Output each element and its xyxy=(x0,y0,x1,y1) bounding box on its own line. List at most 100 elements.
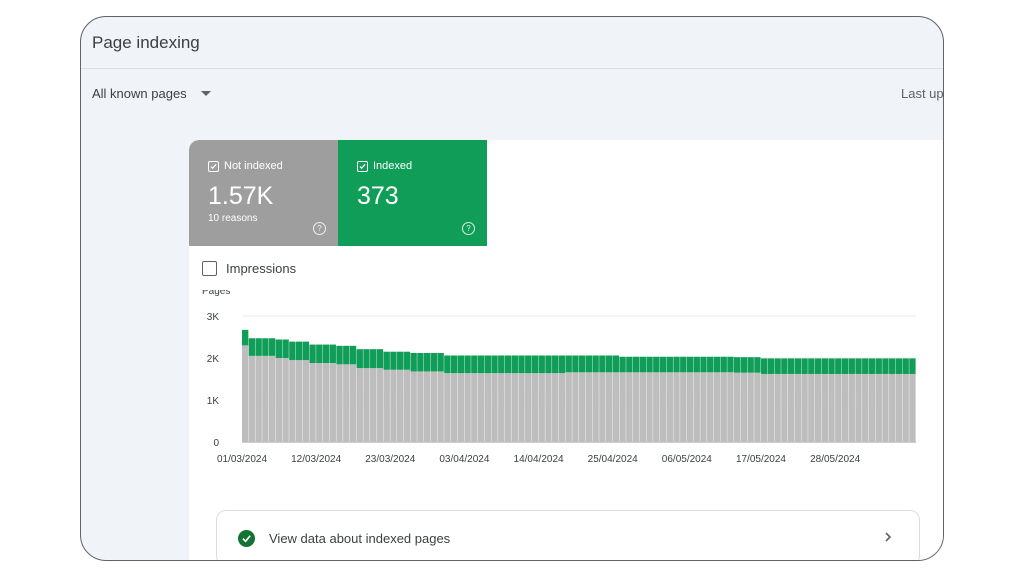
bar-indexed xyxy=(841,358,849,374)
bar-not-indexed xyxy=(383,369,390,442)
bar-not-indexed xyxy=(895,373,903,442)
y-axis-label: Pages xyxy=(202,290,230,297)
bar-not-indexed xyxy=(295,360,303,442)
bar-indexed xyxy=(423,352,431,372)
bar-indexed xyxy=(275,339,283,358)
bar-indexed xyxy=(545,355,552,374)
bar-not-indexed xyxy=(612,372,620,442)
caret-down-icon xyxy=(200,91,211,96)
help-icon[interactable]: ? xyxy=(462,222,475,235)
bar-indexed xyxy=(646,356,653,373)
indexed-tile[interactable]: Indexed 373 ? xyxy=(338,140,487,246)
y-tick-label: 1K xyxy=(207,396,220,407)
bar-not-indexed xyxy=(713,372,721,442)
bar-indexed xyxy=(248,338,256,356)
bar-not-indexed xyxy=(248,355,256,442)
bar-indexed xyxy=(477,355,485,374)
bar-indexed xyxy=(302,341,309,361)
indexed-label-row: Indexed xyxy=(357,160,412,172)
bar-indexed xyxy=(336,345,343,365)
bar-indexed xyxy=(707,356,714,373)
bar-indexed xyxy=(740,357,748,373)
bar-indexed xyxy=(525,355,532,374)
bar-not-indexed xyxy=(828,373,835,442)
bar-not-indexed xyxy=(363,368,370,442)
bar-not-indexed xyxy=(585,372,593,442)
check-circle-icon xyxy=(238,529,255,547)
indexed-label: Indexed xyxy=(373,160,413,172)
bar-indexed xyxy=(444,355,451,374)
bar-indexed xyxy=(464,355,471,374)
bar-indexed xyxy=(552,355,559,374)
bar-not-indexed xyxy=(707,372,714,442)
bar-not-indexed xyxy=(747,372,754,442)
bar-not-indexed xyxy=(403,369,411,442)
bar-indexed xyxy=(403,351,411,370)
checkbox-unchecked-icon[interactable] xyxy=(202,261,217,276)
bar-not-indexed xyxy=(302,360,309,442)
bar-not-indexed xyxy=(734,372,741,442)
bar-indexed xyxy=(343,345,350,365)
bar-indexed xyxy=(383,351,390,370)
pages-chart: Pages 0 1K 2K 3K 01/03/2024 12/03/2024 23/03/20… xyxy=(202,290,916,465)
not-indexed-label: Not indexed xyxy=(224,160,283,172)
bar-not-indexed xyxy=(740,372,748,442)
x-tick-label: 03/04/2024 xyxy=(439,454,489,465)
view-indexed-pages-text: View data about indexed pages xyxy=(269,530,451,546)
bar-indexed xyxy=(599,355,606,373)
bar-not-indexed xyxy=(821,373,828,442)
bar-not-indexed xyxy=(619,372,626,442)
bar-indexed xyxy=(471,355,478,374)
bar-not-indexed xyxy=(680,372,687,442)
bar-indexed xyxy=(666,356,673,373)
indexing-report-card: Not indexed 1.57K 10 reasons ? Indexed 3… xyxy=(189,140,943,560)
bar-not-indexed xyxy=(376,368,384,442)
bar-not-indexed xyxy=(356,368,363,442)
bar-indexed xyxy=(295,341,303,361)
bar-not-indexed xyxy=(909,373,916,442)
impressions-toggle[interactable]: Impressions xyxy=(202,261,296,276)
not-indexed-label-row: Not indexed xyxy=(208,160,283,172)
bar-not-indexed xyxy=(538,373,545,442)
x-tick-label: 14/04/2024 xyxy=(514,454,564,465)
bar-not-indexed xyxy=(666,372,673,442)
filter-label: All known pages xyxy=(92,86,187,101)
bar-indexed xyxy=(902,358,909,374)
checkbox-checked-icon[interactable] xyxy=(357,160,368,172)
bar-indexed xyxy=(531,355,539,374)
bar-not-indexed xyxy=(653,372,660,442)
bar-not-indexed xyxy=(450,373,458,442)
bar-indexed xyxy=(754,357,761,373)
bar-not-indexed xyxy=(410,371,417,442)
bar-indexed xyxy=(255,338,262,356)
bar-not-indexed xyxy=(444,373,451,442)
not-indexed-tile[interactable]: Not indexed 1.57K 10 reasons ? xyxy=(189,140,338,246)
bar-indexed xyxy=(491,355,498,374)
bar-indexed xyxy=(653,356,660,373)
bar-indexed xyxy=(282,339,289,358)
bar-not-indexed xyxy=(423,371,431,442)
x-tick-label: 23/03/2024 xyxy=(365,454,415,465)
bar-indexed xyxy=(875,358,882,374)
bar-indexed xyxy=(518,355,525,374)
bar-indexed xyxy=(498,355,505,374)
bar-indexed xyxy=(585,355,593,373)
bar-indexed xyxy=(801,358,808,374)
bar-indexed xyxy=(376,349,384,369)
view-indexed-pages-link[interactable]: View data about indexed pages xyxy=(216,510,920,560)
bar-not-indexed xyxy=(882,373,889,442)
checkbox-checked-icon[interactable] xyxy=(208,160,219,172)
bar-indexed xyxy=(727,356,734,373)
bar-not-indexed xyxy=(902,373,909,442)
help-icon[interactable]: ? xyxy=(313,222,326,235)
bar-indexed xyxy=(289,341,296,361)
pages-filter-dropdown[interactable]: All known pages xyxy=(92,86,211,101)
bar-not-indexed xyxy=(464,373,471,442)
y-tick-label: 2K xyxy=(207,354,220,365)
bar-not-indexed xyxy=(639,372,646,442)
bar-not-indexed xyxy=(255,355,262,442)
bar-indexed xyxy=(794,358,802,374)
bar-indexed xyxy=(659,356,667,373)
impressions-label: Impressions xyxy=(226,261,297,276)
bar-not-indexed xyxy=(531,373,539,442)
